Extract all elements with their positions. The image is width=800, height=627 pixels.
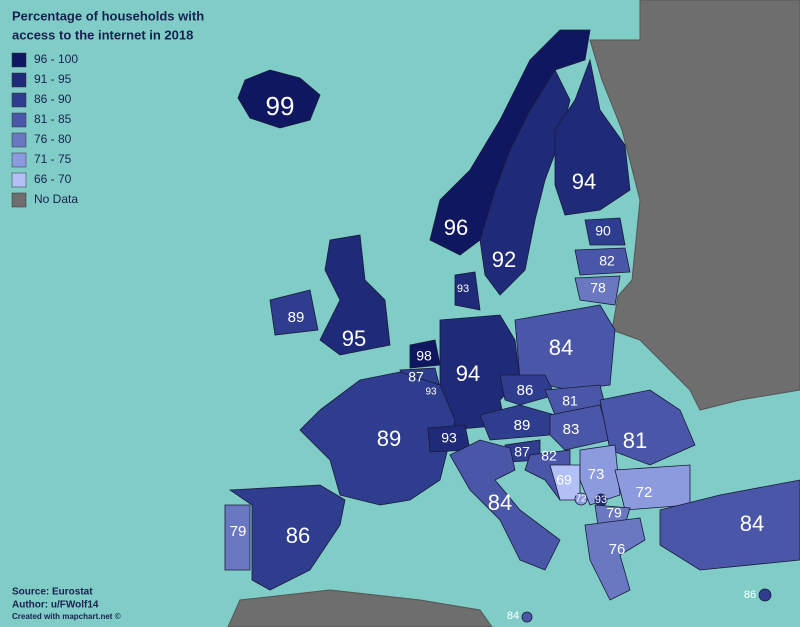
no-data-africa xyxy=(227,589,493,627)
source: Source: Eurostat xyxy=(12,587,93,598)
region-value: 84 xyxy=(507,610,519,622)
region xyxy=(499,374,556,406)
legend-swatch xyxy=(11,52,27,68)
author: Author: u/FWolf14 xyxy=(12,600,99,611)
region xyxy=(554,58,631,216)
legend-swatch xyxy=(11,92,27,108)
legend-label: 96 - 100 xyxy=(34,52,78,66)
region-value: 94 xyxy=(572,169,596,194)
region xyxy=(574,275,621,306)
region-value: 89 xyxy=(377,426,401,451)
region-value: 78 xyxy=(590,280,606,296)
region-value: 94 xyxy=(456,361,480,386)
region-value: 79 xyxy=(230,523,247,540)
region-value: 73 xyxy=(588,466,605,483)
region-value: 84 xyxy=(488,490,512,515)
legend-label: 81 - 85 xyxy=(34,112,72,126)
legend: Percentage of households with access to … xyxy=(11,8,204,208)
region-value: 90 xyxy=(595,223,611,239)
region xyxy=(614,464,691,511)
region xyxy=(237,69,321,129)
region-value: 93 xyxy=(441,430,457,446)
region-value: 81 xyxy=(562,393,578,409)
region xyxy=(521,611,533,623)
region xyxy=(659,479,800,571)
region xyxy=(269,289,319,336)
region-value: 72 xyxy=(575,494,587,505)
no-data-land xyxy=(227,0,800,627)
region-value: 83 xyxy=(563,421,580,438)
region xyxy=(574,492,588,506)
region-value: 84 xyxy=(740,511,764,536)
region-value: 89 xyxy=(288,309,305,326)
region-value: 89 xyxy=(514,417,531,434)
region-value: 98 xyxy=(416,348,432,364)
legend-label: 76 - 80 xyxy=(34,132,72,146)
legend-label: 66 - 70 xyxy=(34,172,72,186)
legend-swatch xyxy=(11,172,27,188)
legend-swatch xyxy=(11,72,27,88)
region-value: 87 xyxy=(408,369,424,385)
legend-label: 86 - 90 xyxy=(34,92,72,106)
region-value: 86 xyxy=(744,589,756,601)
region xyxy=(584,517,646,601)
no-data-east xyxy=(589,0,800,411)
title-line: access to the internet in 2018 xyxy=(12,27,193,42)
region-value: 96 xyxy=(444,215,468,240)
title-line: Percentage of households with xyxy=(12,8,204,23)
region-value: 87 xyxy=(514,444,530,460)
region xyxy=(758,588,772,602)
legend-label: No Data xyxy=(34,192,78,206)
regions xyxy=(224,29,800,623)
credit: Created with mapchart.net © xyxy=(12,612,121,621)
region xyxy=(584,217,626,246)
region-value: 95 xyxy=(342,326,366,351)
region-value: 84 xyxy=(549,335,573,360)
footer: Source: Eurostat Author: u/FWolf14 Creat… xyxy=(12,587,121,621)
legend-label: 71 - 75 xyxy=(34,152,72,166)
legend-swatch xyxy=(11,192,27,208)
region-value: 82 xyxy=(599,253,615,269)
legend-swatch xyxy=(11,112,27,128)
region xyxy=(228,484,346,591)
region-value: 86 xyxy=(286,523,310,548)
legend-label: 91 - 95 xyxy=(34,72,72,86)
region-value: 92 xyxy=(492,247,516,272)
legend-swatch xyxy=(11,132,27,148)
region xyxy=(549,404,611,451)
region xyxy=(454,271,481,311)
region-value: 69 xyxy=(556,472,572,488)
region-value: 99 xyxy=(266,91,295,121)
region xyxy=(574,247,631,276)
region-value: 79 xyxy=(606,505,622,521)
region-value: 93 xyxy=(457,283,469,295)
region-value: 72 xyxy=(636,484,653,501)
region xyxy=(449,439,561,571)
region-value: 93 xyxy=(425,387,437,398)
legend-swatch xyxy=(11,152,27,168)
region xyxy=(299,371,456,506)
region-value: 81 xyxy=(623,428,647,453)
region xyxy=(319,234,391,356)
region-value: 86 xyxy=(517,382,534,399)
region-value: 76 xyxy=(609,541,626,558)
region-value: 93 xyxy=(595,494,607,506)
region xyxy=(224,504,251,571)
region-value: 82 xyxy=(541,448,557,464)
